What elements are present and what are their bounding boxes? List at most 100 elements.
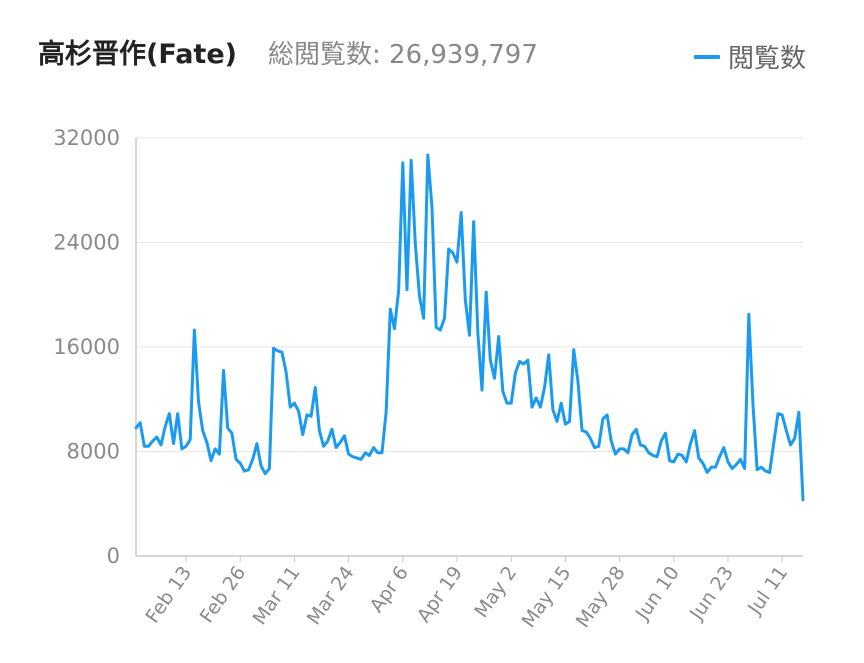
- data-point: [351, 455, 355, 459]
- data-point: [518, 359, 522, 363]
- data-point: [534, 396, 538, 400]
- data-point: [759, 465, 763, 469]
- data-point: [538, 405, 542, 409]
- data-point: [547, 353, 551, 357]
- data-point: [572, 348, 576, 352]
- data-point: [426, 153, 430, 157]
- data-point: [276, 349, 280, 353]
- data-point: [247, 468, 251, 472]
- data-point: [413, 242, 417, 246]
- x-tick-label: Apr 19: [413, 562, 467, 626]
- data-point: [776, 412, 780, 416]
- data-point: [197, 400, 201, 404]
- y-tick-label: 32000: [53, 126, 120, 150]
- data-point: [513, 371, 517, 375]
- y-tick-label: 24000: [53, 231, 120, 255]
- data-point: [180, 447, 184, 451]
- data-point: [163, 425, 167, 429]
- data-point: [480, 388, 484, 392]
- data-point: [784, 429, 788, 433]
- data-point: [367, 453, 371, 457]
- data-point: [705, 470, 709, 474]
- data-point: [505, 401, 509, 405]
- legend[interactable]: 閲覧数: [693, 38, 806, 75]
- data-point: [272, 346, 276, 350]
- chart-title: 高杉晋作(Fate): [38, 39, 237, 70]
- data-point: [205, 440, 209, 444]
- data-point: [555, 419, 559, 423]
- data-point: [226, 426, 230, 430]
- y-tick-label: 0: [107, 544, 120, 568]
- data-point: [284, 370, 288, 374]
- data-point: [217, 452, 221, 456]
- data-point: [188, 438, 192, 442]
- data-point: [722, 446, 726, 450]
- data-point: [588, 436, 592, 440]
- data-point: [438, 328, 442, 332]
- total-views-label: 総閲覧数: 26,939,797: [268, 40, 538, 70]
- data-point: [755, 468, 759, 472]
- data-point: [793, 436, 797, 440]
- data-point: [713, 465, 717, 469]
- data-point: [651, 453, 655, 457]
- x-tick-label: Apr 6: [366, 562, 413, 616]
- x-axis: [135, 138, 803, 557]
- data-point: [568, 419, 572, 423]
- data-point: [780, 413, 784, 417]
- data-point: [751, 402, 755, 406]
- data-point: [468, 333, 472, 337]
- data-point: [155, 435, 159, 439]
- data-point: [634, 427, 638, 431]
- data-point: [597, 444, 601, 448]
- data-point: [643, 444, 647, 448]
- data-point: [392, 327, 396, 331]
- data-point: [242, 469, 246, 473]
- chart-header: 高杉晋作(Fate) 総閲覧数: 26,939,797 閲覧数: [0, 0, 864, 110]
- data-point: [322, 444, 326, 448]
- data-point: [701, 461, 705, 465]
- data-point: [580, 429, 584, 433]
- data-point: [476, 331, 480, 335]
- data-point: [638, 443, 642, 447]
- data-point: [288, 405, 292, 409]
- data-point: [334, 446, 338, 450]
- data-point: [142, 444, 146, 448]
- x-tick-label: Feb 13: [141, 562, 196, 627]
- data-point: [267, 466, 271, 470]
- data-point: [313, 385, 317, 389]
- data-point: [372, 446, 376, 450]
- data-point: [684, 460, 688, 464]
- data-point: [347, 452, 351, 456]
- legend-swatch: [693, 54, 720, 59]
- data-point: [159, 443, 163, 447]
- series-group: [134, 153, 805, 502]
- data-point: [747, 312, 751, 316]
- data-point: [676, 452, 680, 456]
- data-point: [397, 289, 401, 293]
- data-point: [734, 463, 738, 467]
- grid-lines: [136, 137, 803, 557]
- data-point: [138, 421, 142, 425]
- data-point: [147, 444, 151, 448]
- data-point: [134, 426, 138, 430]
- data-point: [618, 447, 622, 451]
- data-point: [593, 446, 597, 450]
- data-point: [230, 431, 234, 435]
- data-point: [172, 442, 176, 446]
- x-tick-label: Feb 26: [196, 562, 251, 627]
- data-point: [688, 442, 692, 446]
- data-point: [488, 358, 492, 362]
- data-point: [738, 457, 742, 461]
- data-point: [743, 466, 747, 470]
- data-point: [263, 472, 267, 476]
- data-point: [238, 461, 242, 465]
- data-point: [718, 455, 722, 459]
- data-point: [563, 422, 567, 426]
- y-axis-ticks: 0 8000 16000 24000 32000: [53, 126, 120, 568]
- data-point: [672, 460, 676, 464]
- data-point: [342, 434, 346, 438]
- data-point: [463, 298, 467, 302]
- data-point: [222, 369, 226, 373]
- data-point: [647, 451, 651, 455]
- data-point: [401, 161, 405, 165]
